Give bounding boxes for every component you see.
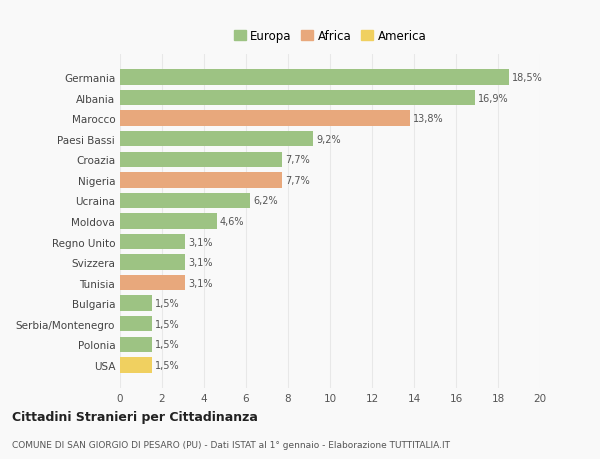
Bar [120,296,151,311]
Bar [120,234,185,250]
Text: 3,1%: 3,1% [188,237,213,247]
Bar [120,337,151,352]
Bar [120,152,282,168]
Text: 7,7%: 7,7% [285,155,310,165]
Bar [120,132,313,147]
Bar [120,316,151,332]
Text: 9,2%: 9,2% [316,134,341,145]
Bar [120,111,410,127]
Text: 1,5%: 1,5% [155,298,179,308]
Bar [120,214,217,229]
Text: 18,5%: 18,5% [512,73,542,83]
Legend: Europa, Africa, America: Europa, Africa, America [232,28,428,45]
Text: 4,6%: 4,6% [220,217,244,226]
Text: COMUNE DI SAN GIORGIO DI PESARO (PU) - Dati ISTAT al 1° gennaio - Elaborazione T: COMUNE DI SAN GIORGIO DI PESARO (PU) - D… [12,441,450,449]
Bar [120,173,282,188]
Text: Cittadini Stranieri per Cittadinanza: Cittadini Stranieri per Cittadinanza [12,410,258,423]
Text: 3,1%: 3,1% [188,278,213,288]
Bar [120,70,509,85]
Bar [120,91,475,106]
Bar [120,275,185,291]
Text: 7,7%: 7,7% [285,175,310,185]
Text: 1,5%: 1,5% [155,360,179,370]
Text: 16,9%: 16,9% [478,94,509,103]
Bar [120,255,185,270]
Text: 6,2%: 6,2% [253,196,278,206]
Bar [120,193,250,209]
Text: 13,8%: 13,8% [413,114,443,124]
Bar [120,358,151,373]
Text: 3,1%: 3,1% [188,257,213,268]
Text: 1,5%: 1,5% [155,340,179,349]
Text: 1,5%: 1,5% [155,319,179,329]
